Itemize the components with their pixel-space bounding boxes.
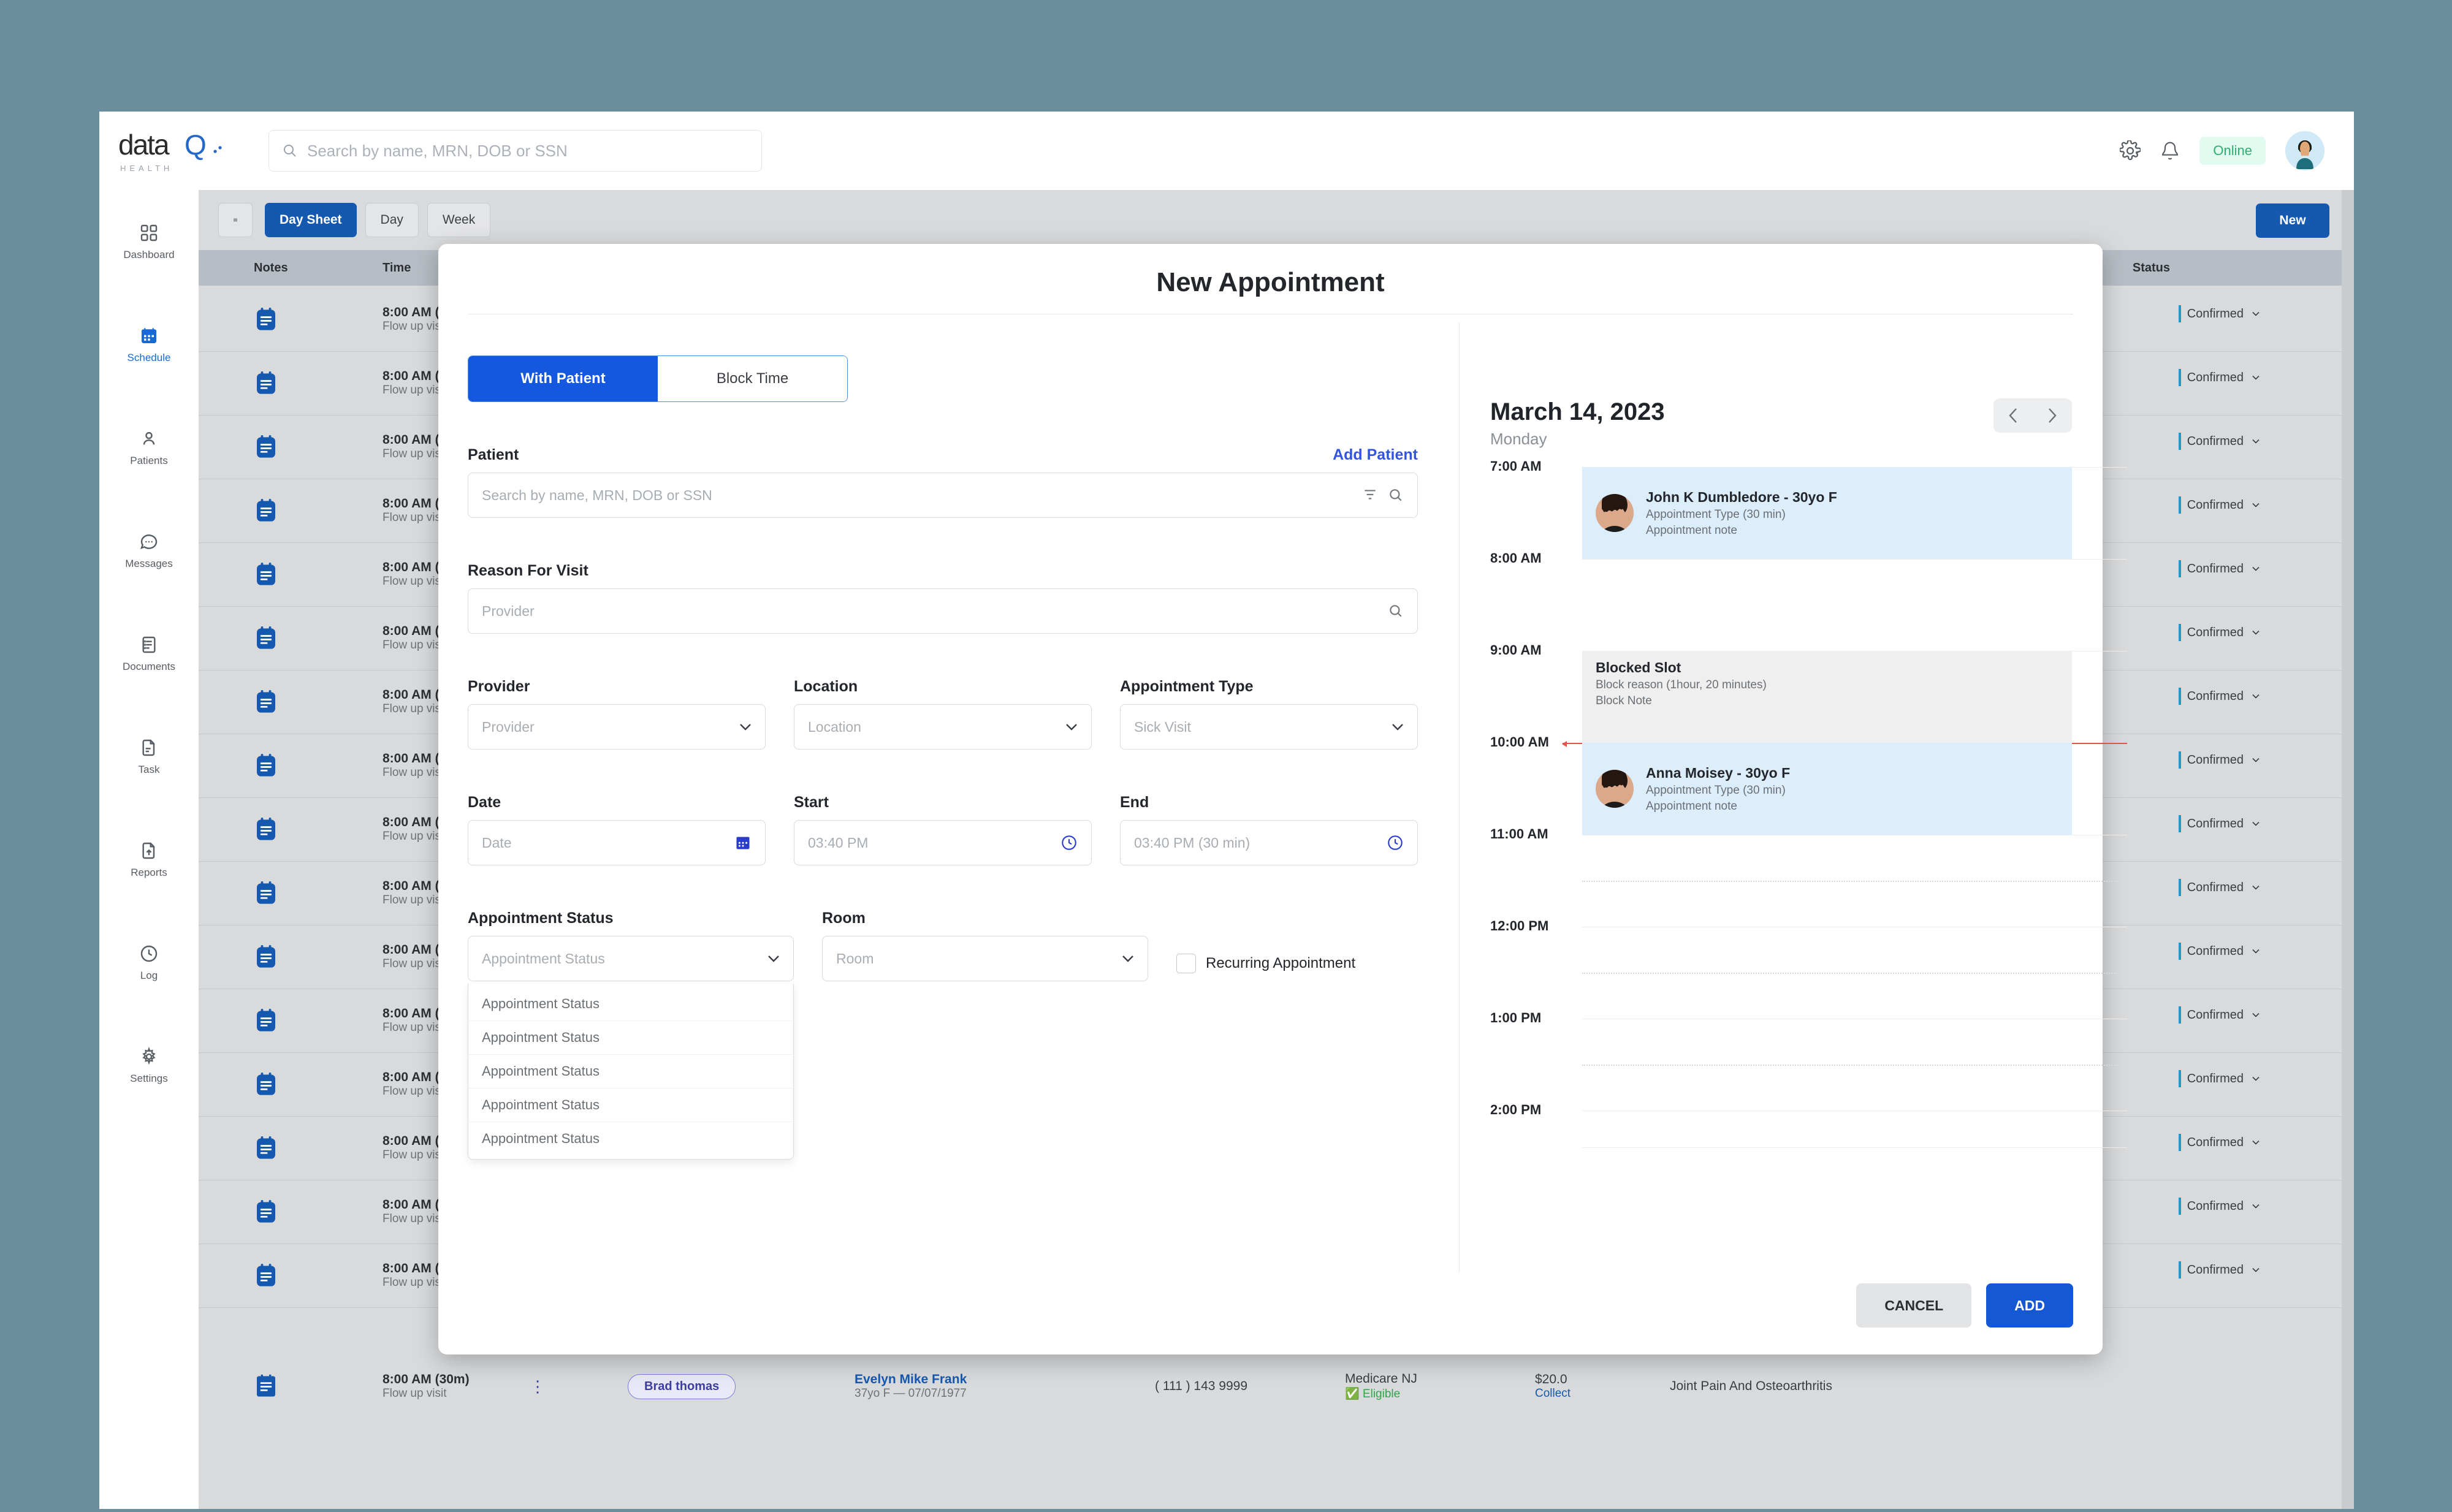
- svg-text:data: data: [118, 130, 170, 161]
- svg-text:Q: Q: [185, 130, 207, 161]
